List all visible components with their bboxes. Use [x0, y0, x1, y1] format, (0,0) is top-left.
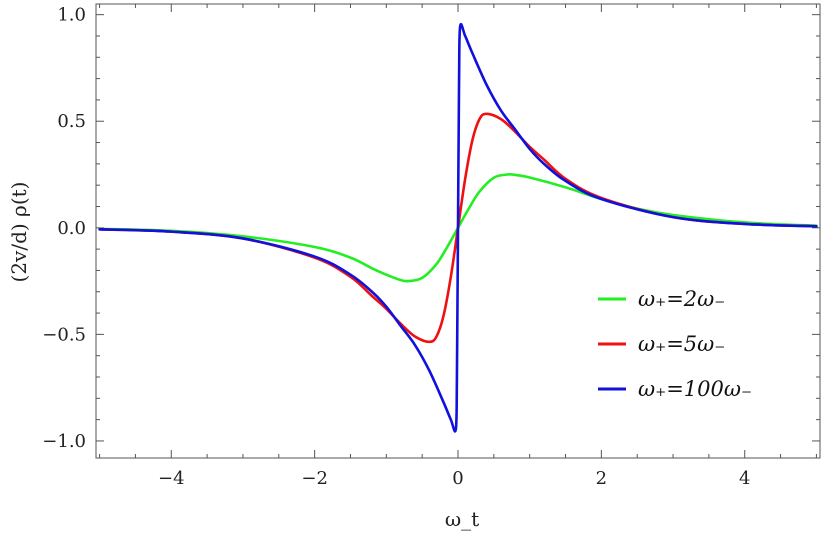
y-axis-label: (2v/d) ρ(t) — [7, 182, 31, 283]
y-tick-label: −0.5 — [42, 324, 86, 345]
y-tick-label: 0.0 — [57, 218, 86, 239]
x-tick-label: −2 — [301, 468, 328, 489]
legend-label-1: ω₊=2ω₋ — [638, 287, 725, 311]
x-tick-label: −4 — [158, 468, 185, 489]
x-tick-label: 0 — [452, 468, 463, 489]
series-line-3 — [98, 22, 818, 433]
y-tick-label: 1.0 — [57, 5, 86, 26]
axes: −4 −2 0 2 4 −1.0 −0.5 0.0 0.5 1.0 — [42, 4, 820, 489]
legend-label-3: ω₊=100ω₋ — [638, 377, 752, 401]
x-tick-label: 2 — [596, 468, 607, 489]
x-axis-label: ω_t — [445, 507, 479, 531]
legend-label-2: ω₊=5ω₋ — [638, 332, 725, 356]
y-tick-label: −1.0 — [42, 431, 86, 452]
y-tick-label: 0.5 — [57, 111, 86, 132]
series-curves — [98, 22, 818, 433]
legend: ω₊=2ω₋ ω₊=5ω₋ ω₊=100ω₋ — [598, 287, 752, 401]
x-tick-label: 4 — [739, 468, 750, 489]
